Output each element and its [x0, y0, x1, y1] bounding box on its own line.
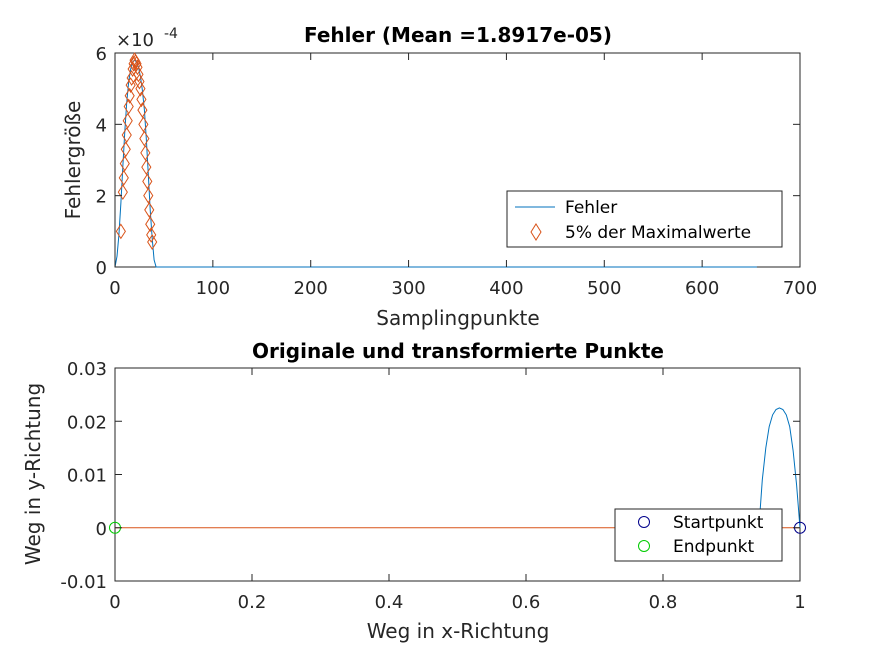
y-tick-label: 0	[96, 519, 107, 540]
top-y-axis-label: Fehlergröße	[61, 101, 85, 220]
y-tick-label: 0.03	[67, 359, 107, 380]
y-tick-label: 2	[96, 187, 107, 208]
bottom-chart-title: Originale und transformierte Punkte	[252, 339, 664, 363]
bottom-chart: Originale und transformierte Punkte 0 0.2…	[21, 339, 806, 643]
top-y-exponent-power: -4	[164, 26, 178, 42]
y-tick-label: 0	[96, 258, 107, 279]
legend-circle-startpunkt-icon	[638, 516, 650, 528]
data-point-diamond	[125, 77, 136, 94]
bottom-legend-box	[614, 508, 783, 562]
data-point-diamond	[137, 102, 148, 118]
data-point-diamond	[122, 112, 133, 129]
x-tick-label: 1	[794, 592, 805, 613]
x-tick-label: 100	[196, 278, 230, 299]
data-point-diamond	[123, 98, 134, 115]
data-point-diamond	[136, 91, 147, 108]
top-x-axis-label: Samplingpunkte	[376, 306, 539, 330]
x-tick-label: 0	[109, 592, 120, 613]
data-point-diamond	[147, 234, 158, 250]
legend-label-endpunkt: Endpunkt	[673, 537, 754, 557]
x-tick-label: 0.6	[512, 592, 541, 613]
data-point-diamond	[141, 159, 152, 176]
data-point-diamond	[135, 80, 146, 97]
series-line-series-0	[758, 407, 801, 528]
x-tick-label: 0.8	[649, 592, 678, 613]
x-tick-label: 0	[109, 278, 120, 299]
legend-label-maxwerte: 5% der Maximalwerte	[565, 223, 751, 243]
data-point-diamond	[119, 155, 130, 172]
y-tick-label: 4	[96, 115, 107, 136]
data-point-diamond	[115, 223, 126, 240]
top-legend-box	[506, 190, 783, 248]
data-point-diamond	[132, 59, 143, 76]
data-point-diamond	[124, 87, 135, 104]
x-tick-label: 300	[391, 278, 425, 299]
x-tick-label: 500	[587, 278, 621, 299]
y-tick-label: -0.01	[60, 572, 107, 593]
bottom-x-axis-label: Weg in x-Richtung	[367, 619, 550, 643]
data-point-diamond	[142, 173, 153, 190]
data-point-diamond	[146, 226, 157, 243]
x-tick-label: 0.4	[375, 592, 404, 613]
data-point-diamond	[140, 144, 151, 161]
y-tick-label: 6	[96, 44, 107, 65]
legend-label-startpunkt: Startpunkt	[673, 513, 764, 533]
data-point-diamond	[139, 130, 150, 147]
x-tick-label: 700	[783, 278, 817, 299]
legend-circle-endpunkt-icon	[638, 540, 650, 552]
data-point-diamond	[117, 184, 128, 201]
y-tick-label: 0.02	[67, 412, 107, 433]
top-y-exponent-base: ×10	[116, 30, 154, 51]
x-tick-label: 400	[489, 278, 523, 299]
top-chart: Fehler (Mean =1.8917e-05) 0 100 200 300 400 5…	[61, 23, 817, 330]
data-point-diamond	[143, 187, 154, 204]
legend-diamond-icon	[530, 223, 542, 241]
y-tick-label: 0.01	[67, 466, 107, 487]
data-point-diamond	[145, 216, 156, 233]
top-ticks: 0 100 200 300 400 500 600 700 0 2 4 6	[96, 44, 818, 299]
top-y-exponent: ×10 -4	[116, 26, 178, 51]
data-point-diamond	[133, 66, 144, 83]
data-point-diamond	[138, 116, 149, 133]
x-tick-label: 0.2	[238, 592, 267, 613]
x-tick-label: 600	[685, 278, 719, 299]
data-point-diamond	[118, 169, 129, 186]
data-point-diamond	[120, 141, 131, 158]
bottom-y-axis-label: Weg in y-Richtung	[21, 383, 45, 565]
legend-label-fehler: Fehler	[565, 198, 617, 218]
data-point-diamond	[144, 202, 155, 218]
bottom-legend: Startpunkt Endpunkt	[614, 508, 783, 562]
data-point-diamond	[134, 73, 145, 90]
data-point-diamond	[121, 127, 132, 143]
top-chart-title: Fehler (Mean =1.8917e-05)	[304, 23, 612, 47]
x-tick-label: 200	[294, 278, 328, 299]
top-legend: Fehler 5% der Maximalwerte	[506, 190, 783, 248]
